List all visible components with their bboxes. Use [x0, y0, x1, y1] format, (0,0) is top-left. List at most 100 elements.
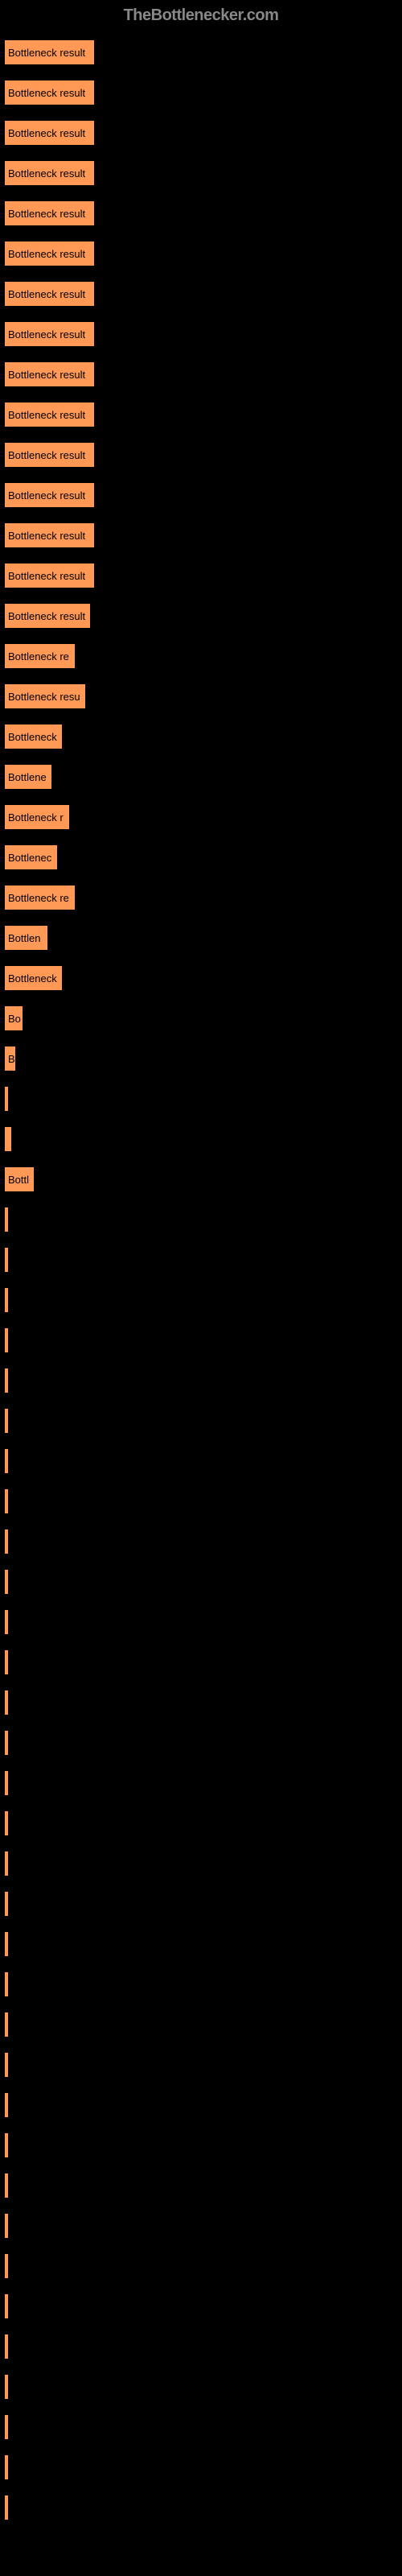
- bar: [4, 1448, 9, 1474]
- bar-row: Bottleneck result: [4, 563, 402, 588]
- bar-row: [4, 1770, 402, 1796]
- bar: [4, 1971, 9, 1997]
- bar-row: [4, 1529, 402, 1554]
- bar-row: [4, 1609, 402, 1635]
- bar-row: [4, 2052, 402, 2078]
- bar: Bottleneck result: [4, 241, 95, 266]
- bar-row: Bottleneck result: [4, 120, 402, 146]
- bar-row: Bottleneck result: [4, 80, 402, 105]
- bar-row: Bottleneck result: [4, 402, 402, 427]
- bar: [4, 2253, 9, 2279]
- bar-row: [4, 1810, 402, 1836]
- bar-row: Bottleneck result: [4, 442, 402, 468]
- bar: Bottleneck result: [4, 482, 95, 508]
- bar: Bottlen: [4, 925, 48, 951]
- bar: [4, 1287, 9, 1313]
- bar: [4, 1126, 12, 1152]
- bar-row: Bottlen: [4, 925, 402, 951]
- bar-row: Bottleneck result: [4, 321, 402, 347]
- bar: Bottleneck result: [4, 80, 95, 105]
- bar: [4, 1327, 9, 1353]
- bar-row: Bottleneck result: [4, 241, 402, 266]
- bar: B: [4, 1046, 16, 1071]
- bar-row: Bottleneck result: [4, 522, 402, 548]
- bar-row: Bo: [4, 1005, 402, 1031]
- bar-row: Bottleneck: [4, 724, 402, 749]
- bar-row: [4, 1649, 402, 1675]
- bar: Bottleneck result: [4, 281, 95, 307]
- bar-row: [4, 2012, 402, 2037]
- bar-row: [4, 2414, 402, 2440]
- bar-row: [4, 2173, 402, 2198]
- bar-row: [4, 1488, 402, 1514]
- bar: [4, 1931, 9, 1957]
- bar-row: Bottleneck result: [4, 281, 402, 307]
- bar-row: Bottleneck re: [4, 643, 402, 669]
- bar-row: [4, 1690, 402, 1715]
- bar-row: [4, 1891, 402, 1917]
- bar: Bottlenec: [4, 844, 58, 870]
- bar-row: Bottleneck resu: [4, 683, 402, 709]
- bar: Bottleneck result: [4, 402, 95, 427]
- bar-row: Bottleneck result: [4, 482, 402, 508]
- bar-row: [4, 2253, 402, 2279]
- bar: [4, 2454, 9, 2480]
- bar: [4, 1488, 9, 1514]
- bar-row: [4, 1931, 402, 1957]
- bar: Bottleneck result: [4, 442, 95, 468]
- bar: [4, 2334, 9, 2359]
- bar-row: [4, 2334, 402, 2359]
- bar: [4, 1207, 9, 1232]
- bar-row: [4, 2092, 402, 2118]
- bar-row: [4, 2454, 402, 2480]
- bar-row: Bottleneck result: [4, 361, 402, 387]
- bar: Bottleneck re: [4, 885, 76, 910]
- bar: [4, 1770, 9, 1796]
- bar: [4, 1730, 9, 1756]
- bar: [4, 1609, 9, 1635]
- bar: [4, 1851, 9, 1876]
- bar-row: [4, 1971, 402, 1997]
- bar: [4, 1086, 9, 1112]
- bar-row: [4, 1569, 402, 1595]
- bar-row: [4, 1448, 402, 1474]
- bar: [4, 2495, 9, 2520]
- bar-row: [4, 2293, 402, 2319]
- bar-row: Bottleneck result: [4, 39, 402, 65]
- bar-row: [4, 1730, 402, 1756]
- bar: Bo: [4, 1005, 23, 1031]
- bar: [4, 2092, 9, 2118]
- bar: [4, 1529, 9, 1554]
- bar-row: B: [4, 1046, 402, 1071]
- bar: Bottleneck result: [4, 603, 91, 629]
- bar-row: [4, 1327, 402, 1353]
- bar: Bottleneck resu: [4, 683, 86, 709]
- bar-row: [4, 2132, 402, 2158]
- bar-row: [4, 1247, 402, 1273]
- bar-row: Bottleneck r: [4, 804, 402, 830]
- bar: Bottleneck result: [4, 39, 95, 65]
- bar: Bottleneck result: [4, 522, 95, 548]
- bar: [4, 1408, 9, 1434]
- bar-row: [4, 2374, 402, 2400]
- bar: [4, 1368, 9, 1393]
- bar-row: Bottl: [4, 1166, 402, 1192]
- bar: [4, 1247, 9, 1273]
- bar: [4, 1569, 9, 1595]
- bar: [4, 1649, 9, 1675]
- bar: [4, 2052, 9, 2078]
- bar: Bottleneck result: [4, 200, 95, 226]
- bottleneck-chart: Bottleneck result Bottleneck result Bottle…: [0, 31, 402, 2551]
- bar: [4, 2173, 9, 2198]
- bar-row: [4, 1207, 402, 1232]
- bar: [4, 2414, 9, 2440]
- bar-row: [4, 1287, 402, 1313]
- bar: Bottleneck result: [4, 160, 95, 186]
- bar: Bottleneck: [4, 724, 63, 749]
- bar-row: [4, 1368, 402, 1393]
- bar: Bottleneck re: [4, 643, 76, 669]
- bar: Bottleneck: [4, 965, 63, 991]
- bar: [4, 1690, 9, 1715]
- site-title: TheBottlenecker.com: [124, 6, 279, 24]
- bar: [4, 2293, 9, 2319]
